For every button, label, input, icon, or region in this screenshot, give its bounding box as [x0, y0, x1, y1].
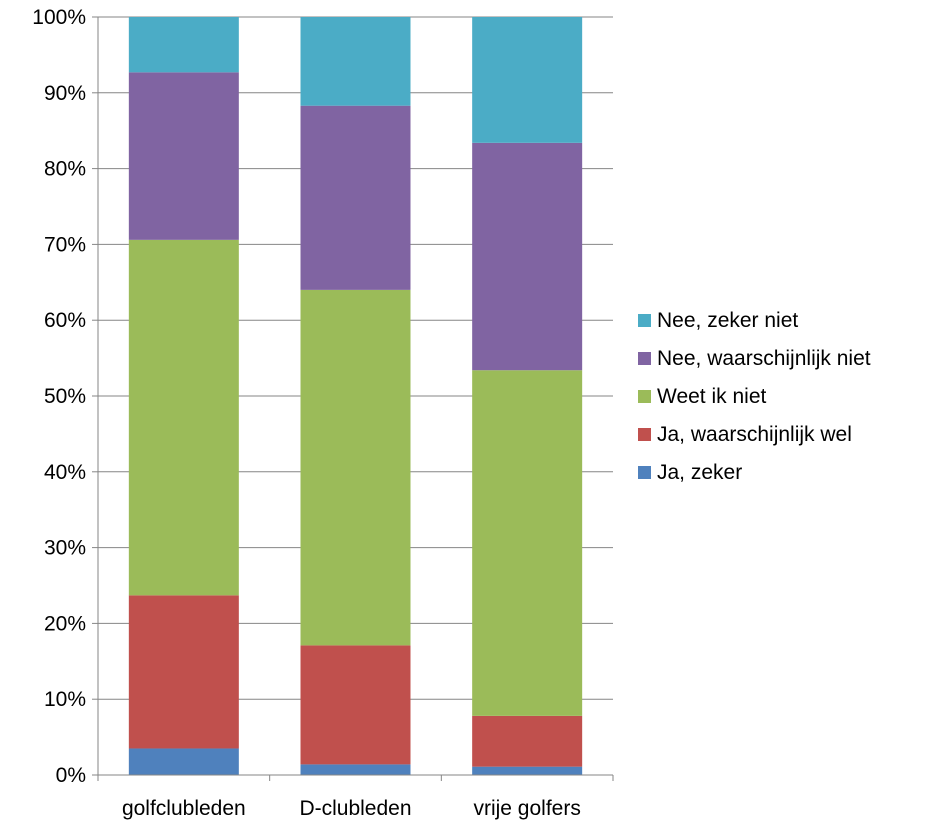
bar-segment: [300, 645, 411, 765]
legend-label: Nee, zeker niet: [657, 309, 798, 332]
bar-segment: [128, 748, 239, 775]
legend-swatch: [638, 390, 651, 403]
legend-label: Ja, zeker: [657, 461, 742, 484]
bar-segment: [472, 17, 583, 143]
y-axis-tick-labels: 0% 10% 20% 30% 40% 50% 60% 70% 80% 90% 100%: [32, 6, 86, 787]
legend-swatch: [638, 352, 651, 365]
bar-segment: [472, 370, 583, 716]
y-axis-tick-label: 100%: [32, 6, 86, 29]
x-axis-category-label: golfclubleden: [122, 797, 246, 820]
x-axis-category-label: vrije golfers: [473, 797, 580, 820]
bar-segment: [128, 239, 239, 596]
y-axis-tick-label: 60%: [44, 309, 86, 332]
bar-segment: [472, 766, 583, 775]
y-axis-tick-label: 40%: [44, 461, 86, 484]
legend-swatch: [638, 314, 651, 327]
x-axis-category-label: D-clubleden: [299, 797, 411, 820]
y-axis-tick-label: 90%: [44, 82, 86, 105]
y-axis-tick-label: 30%: [44, 537, 86, 560]
x-axis-category-labels: golfclubleden D-clubleden vrije golfers: [122, 797, 581, 820]
legend-label: Ja, waarschijnlijk wel: [657, 423, 852, 446]
legend: Nee, zeker niet Nee, waarschijnlijk niet W…: [638, 309, 871, 484]
y-axis-tick-label: 20%: [44, 612, 86, 635]
bar-segment: [128, 595, 239, 749]
bar-segment: [300, 105, 411, 290]
legend-swatch: [638, 466, 651, 479]
bar-segment: [472, 715, 583, 767]
bar-segment: [472, 142, 583, 371]
y-axis-tick-label: 0%: [56, 764, 86, 787]
bar-segment: [300, 289, 411, 646]
axes: [92, 16, 614, 781]
y-axis-tick-label: 80%: [44, 158, 86, 181]
legend-swatch: [638, 428, 651, 441]
bar-segment: [128, 72, 239, 240]
y-axis-tick-label: 10%: [44, 688, 86, 711]
legend-label: Weet ik niet: [657, 385, 766, 408]
y-axis-tick-label: 50%: [44, 385, 86, 408]
bar-stacks: [128, 17, 583, 775]
y-axis-tick-label: 70%: [44, 233, 86, 256]
bar-segment: [128, 17, 239, 73]
bar-segment: [300, 764, 411, 775]
bar-segment: [300, 17, 411, 106]
legend-label: Nee, waarschijnlijk niet: [657, 347, 871, 370]
